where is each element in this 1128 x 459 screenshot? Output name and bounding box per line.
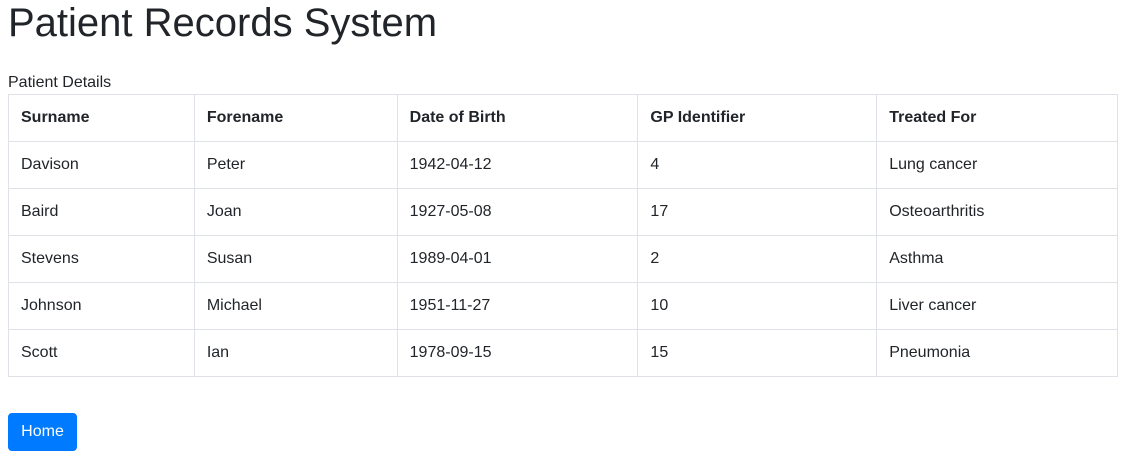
table-caption: Patient Details xyxy=(8,74,112,91)
cell-treated-for: Lung cancer xyxy=(876,141,1118,189)
column-header-treated-for: Treated For xyxy=(876,94,1118,142)
page-title: Patient Records System xyxy=(8,1,438,45)
table-row: Johnson Michael 1951-11-27 10 Liver canc… xyxy=(8,282,1118,330)
table-row: Scott Ian 1978-09-15 15 Pneumonia xyxy=(8,329,1118,377)
column-header-date-of-birth: Date of Birth xyxy=(396,94,639,142)
cell-surname: Scott xyxy=(8,329,195,377)
cell-forename: Joan xyxy=(193,188,398,236)
cell-treated-for: Osteoarthritis xyxy=(876,188,1118,236)
column-header-gp-identifier: GP Identifier xyxy=(637,94,878,142)
cell-forename: Peter xyxy=(193,141,398,189)
cell-surname: Johnson xyxy=(8,282,195,330)
cell-treated-for: Liver cancer xyxy=(876,282,1118,330)
column-header-surname: Surname xyxy=(8,94,195,142)
cell-forename: Michael xyxy=(193,282,398,330)
patient-records-table: Surname Forename Date of Birth GP Identi… xyxy=(8,94,1118,377)
column-header-forename: Forename xyxy=(193,94,398,142)
cell-forename: Susan xyxy=(193,235,398,283)
table-row: Baird Joan 1927-05-08 17 Osteoarthritis xyxy=(8,188,1118,236)
table-row: Stevens Susan 1989-04-01 2 Asthma xyxy=(8,235,1118,283)
cell-surname: Davison xyxy=(8,141,195,189)
home-button[interactable]: Home xyxy=(8,413,77,451)
cell-date-of-birth: 1942-04-12 xyxy=(396,141,639,189)
cell-gp-identifier: 10 xyxy=(637,282,878,330)
cell-surname: Baird xyxy=(8,188,195,236)
cell-date-of-birth: 1927-05-08 xyxy=(396,188,639,236)
cell-treated-for: Pneumonia xyxy=(876,329,1118,377)
cell-date-of-birth: 1978-09-15 xyxy=(396,329,639,377)
cell-gp-identifier: 2 xyxy=(637,235,878,283)
cell-gp-identifier: 4 xyxy=(637,141,878,189)
cell-gp-identifier: 17 xyxy=(637,188,878,236)
cell-gp-identifier: 15 xyxy=(637,329,878,377)
cell-surname: Stevens xyxy=(8,235,195,283)
table-header-row: Surname Forename Date of Birth GP Identi… xyxy=(8,94,1118,142)
cell-date-of-birth: 1951-11-27 xyxy=(396,282,639,330)
cell-date-of-birth: 1989-04-01 xyxy=(396,235,639,283)
cell-forename: Ian xyxy=(193,329,398,377)
cell-treated-for: Asthma xyxy=(876,235,1118,283)
table-row: Davison Peter 1942-04-12 4 Lung cancer xyxy=(8,141,1118,189)
